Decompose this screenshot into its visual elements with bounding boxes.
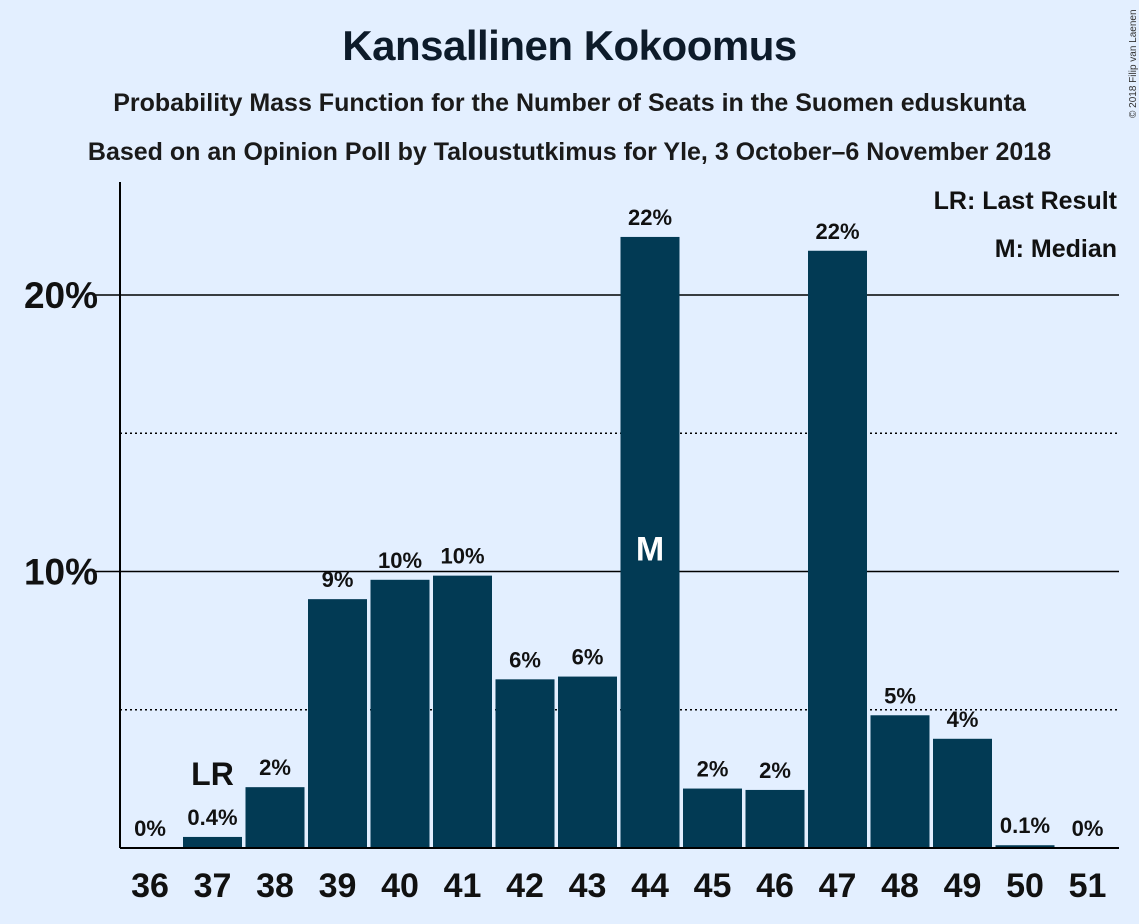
data-label: 5%: [884, 683, 916, 708]
x-tick-label: 43: [569, 867, 607, 905]
median-marker: M: [636, 531, 664, 569]
chart-subtitle: Probability Mass Function for the Number…: [113, 89, 1026, 117]
data-label: 22%: [628, 205, 672, 230]
bar: [808, 250, 867, 848]
bar: [245, 787, 305, 848]
gridlines: [95, 294, 1119, 711]
x-tick-label: 51: [1069, 867, 1107, 905]
data-label: 0.1%: [1000, 813, 1050, 838]
y-tick-labels: 10% 20%: [24, 275, 98, 593]
data-label: 0.4%: [187, 805, 237, 830]
data-label: 10%: [440, 544, 484, 569]
x-tick-label: 45: [694, 867, 732, 905]
x-tick-label: 42: [506, 867, 544, 905]
x-tick-label: 49: [944, 867, 982, 905]
bar: [933, 738, 992, 848]
y-tick-label: 20%: [24, 275, 98, 316]
data-label: 9%: [322, 567, 354, 592]
bar: [370, 579, 430, 848]
data-label: 6%: [509, 647, 541, 672]
bar: [620, 236, 680, 848]
legend-median: M: Median: [995, 235, 1117, 263]
x-tick-label: 46: [756, 867, 794, 905]
bar: [558, 676, 617, 848]
data-label: 0%: [134, 816, 166, 841]
axes: [119, 182, 1119, 849]
data-label: 2%: [259, 755, 291, 780]
bar: [683, 788, 742, 848]
x-tick-labels: 36 37 38 39 40 41 42 43 44 45 46 47 48 49 50 51: [131, 867, 1106, 905]
x-tick-label: 41: [444, 867, 482, 905]
data-label: 0%: [1072, 816, 1104, 841]
chart-title: Kansallinen Kokoomus: [342, 22, 797, 69]
legend-last-result: LR: Last Result: [934, 187, 1118, 215]
x-tick-label: 39: [319, 867, 357, 905]
data-labels: 0% 0.4% LR 2% 9% 10% 10% 6% 6% 22% M 2% 2% 22% 5% 4% 0.1…: [134, 205, 1103, 841]
bar: [433, 575, 492, 848]
data-label: 10%: [378, 548, 422, 573]
x-tick-label: 40: [381, 867, 419, 905]
bar: [183, 836, 242, 848]
data-label: 2%: [759, 758, 791, 783]
chart-subtitle-source: Based on an Opinion Poll by Taloustutkim…: [87, 138, 1052, 166]
x-tick-label: 36: [131, 867, 169, 905]
x-tick-label: 48: [881, 867, 919, 905]
x-tick-label: 38: [256, 867, 294, 905]
data-label: 4%: [947, 707, 979, 732]
x-tick-label: 47: [819, 867, 857, 905]
data-label: 2%: [697, 757, 729, 782]
bar: [308, 599, 367, 848]
bar: [495, 679, 555, 848]
x-tick-label: 44: [631, 867, 669, 905]
y-tick-label: 10%: [24, 552, 98, 593]
bars: [183, 236, 1055, 848]
bar: [995, 845, 1055, 848]
data-label: 22%: [815, 219, 859, 244]
x-tick-label: 37: [194, 867, 232, 905]
x-tick-label: 50: [1006, 867, 1044, 905]
last-result-marker: LR: [191, 756, 234, 792]
data-label: 6%: [572, 645, 604, 670]
bar: [745, 789, 805, 848]
bar: [870, 715, 930, 848]
